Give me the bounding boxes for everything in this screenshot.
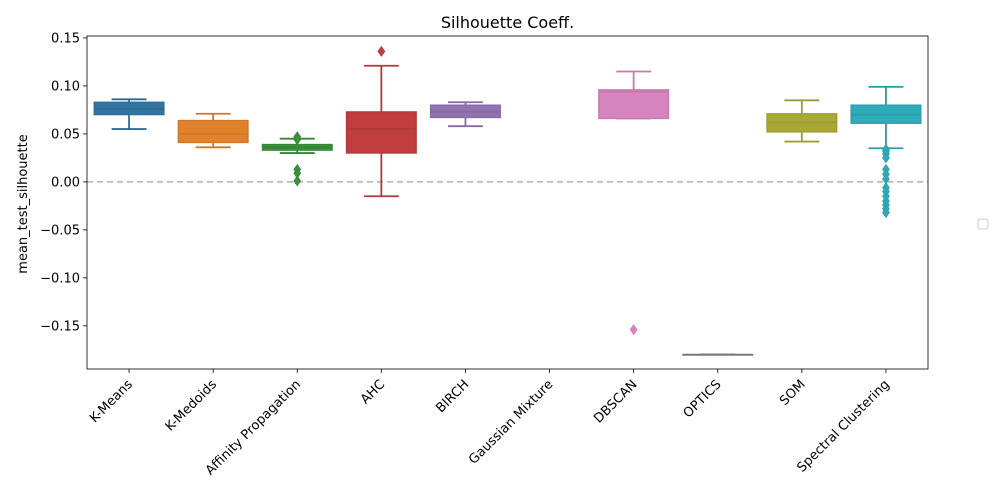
chart-title: Silhouette Coeff. (441, 13, 574, 32)
outlier-point (882, 207, 890, 219)
box-affinity-propagation (261, 131, 333, 187)
x-tick-label: Affinity Propagation (203, 377, 304, 478)
outlier-point (629, 324, 638, 336)
box-birch (429, 101, 501, 128)
outlier-point (377, 45, 386, 57)
x-tick-label: AHC (358, 377, 388, 407)
box-k-means (93, 98, 165, 130)
y-tick-label: −0.15 (40, 319, 80, 334)
outlier-point (293, 134, 302, 146)
y-tick-label: 0.15 (51, 31, 80, 46)
box-spectral-clustering (850, 85, 922, 219)
box-k-medoids (177, 112, 249, 149)
box-som (766, 99, 838, 143)
x-tick-label: K-Medoids (163, 377, 220, 434)
x-tick-label: DBSCAN (591, 377, 640, 426)
box-body (345, 111, 417, 154)
y-tick-label: 0.05 (51, 127, 80, 142)
outlier-point (882, 152, 890, 164)
plot-frame (86, 35, 929, 370)
plot-area (87, 45, 928, 356)
x-tick-label: BIRCH (433, 377, 472, 416)
box-body (177, 119, 249, 144)
y-tick-label: 0.10 (51, 79, 80, 94)
x-tick-label: Spectral Clustering (794, 377, 892, 475)
y-axis-label: mean_test_silhouette (16, 134, 31, 273)
y-tick-label: −0.05 (40, 223, 80, 238)
box-body (598, 89, 670, 120)
x-tick-label: Gaussian Mixture (466, 377, 556, 467)
box-optics (682, 353, 754, 356)
x-tick-label: SOM (777, 377, 809, 409)
box-dbscan (598, 70, 670, 336)
x-tick-label: K-Means (87, 377, 136, 426)
y-tick-label: −0.10 (40, 271, 80, 286)
outlier-point (293, 175, 302, 187)
x-tick-label: OPTICS (681, 377, 725, 421)
legend-box (977, 218, 989, 230)
box-ahc (345, 45, 417, 198)
y-tick-label: 0.00 (51, 175, 80, 190)
